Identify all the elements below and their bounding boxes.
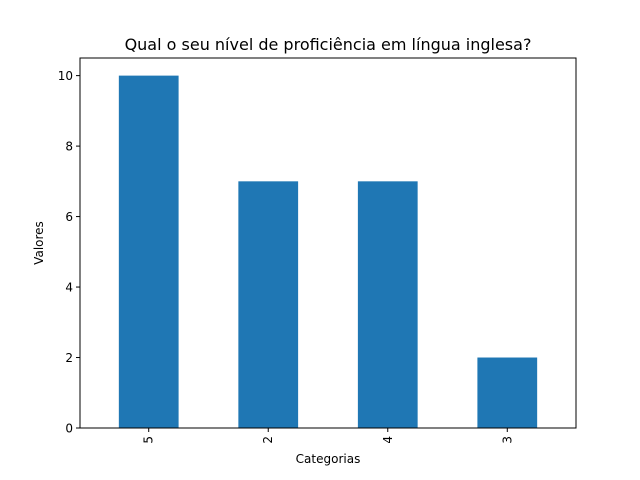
chart-title: Qual o seu nível de proficiência em líng…: [125, 35, 532, 54]
y-tick-label: 4: [65, 281, 73, 295]
y-axis-label: Valores: [32, 221, 46, 265]
x-tick-label: 3: [500, 436, 514, 444]
bar-2: [238, 181, 299, 428]
x-axis-ticks: 5 2 4 3: [142, 428, 514, 444]
x-tick-label: 2: [261, 436, 275, 444]
y-tick-label: 0: [65, 422, 73, 436]
x-axis-label: Categorias: [296, 452, 361, 466]
y-tick-label: 2: [65, 351, 73, 365]
y-tick-label: 6: [65, 210, 73, 224]
x-tick-label: 5: [142, 436, 156, 444]
x-tick-label: 4: [381, 436, 395, 444]
plot-frame: [79, 57, 577, 429]
bar-5: [118, 75, 179, 429]
bar-3: [477, 357, 538, 428]
y-tick-label: 10: [58, 69, 73, 83]
bars-group: [118, 75, 538, 429]
y-tick-label: 8: [65, 140, 73, 154]
bar-4: [357, 181, 418, 428]
y-axis-ticks: 0 2 4 6 8 10: [58, 69, 80, 436]
